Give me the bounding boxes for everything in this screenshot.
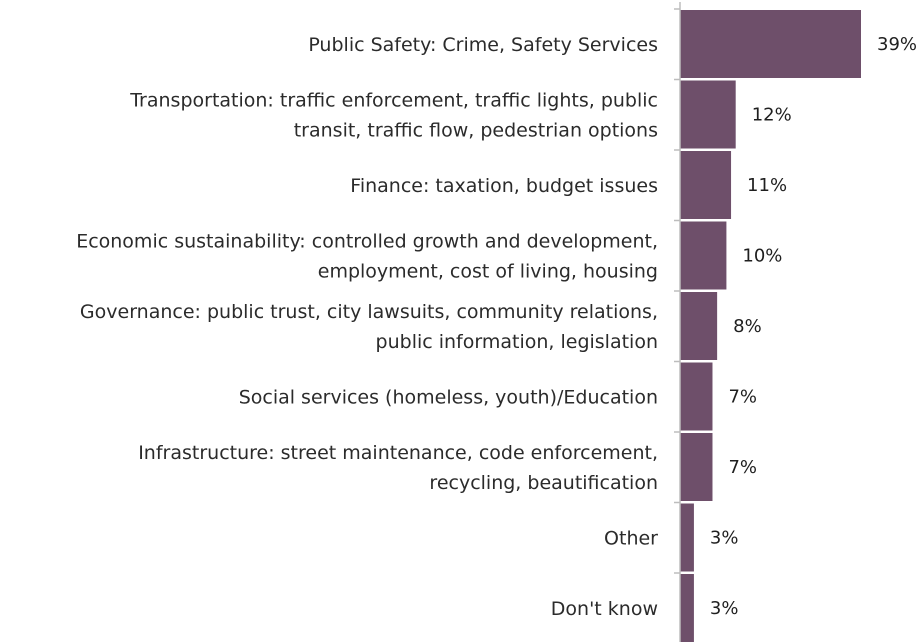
value-labels: 39% 12% 11% 10% 8% 7% 7% 3% 3% <box>710 34 917 619</box>
category-label-2: Finance: taxation, budget issues <box>350 175 658 197</box>
bar-3 <box>680 221 727 290</box>
value-label-6: 7% <box>728 457 757 478</box>
value-label-8: 3% <box>710 598 739 619</box>
bar-4 <box>680 292 718 360</box>
bar-1 <box>680 80 736 149</box>
category-label-0: Public Safety: Crime, Safety Services <box>308 34 658 56</box>
bar-8 <box>680 574 694 642</box>
value-label-7: 3% <box>710 528 739 549</box>
bar-6 <box>680 433 713 501</box>
category-label-3: Economic sustainability: controlled grow… <box>76 231 658 283</box>
category-label-8: Don't know <box>551 598 658 620</box>
category-label-7: Other <box>604 528 658 550</box>
value-label-1: 12% <box>752 105 792 126</box>
bar-7 <box>680 503 694 572</box>
category-label-6: Infrastructure: street maintenance, code… <box>138 442 658 494</box>
value-label-2: 11% <box>747 175 787 196</box>
value-label-3: 10% <box>742 246 782 267</box>
value-label-5: 7% <box>728 387 757 408</box>
value-label-0: 39% <box>877 34 917 55</box>
category-labels: Public Safety: Crime, Safety Services Tra… <box>76 34 658 620</box>
bar-5 <box>680 362 713 431</box>
bar-0 <box>680 10 861 78</box>
category-label-5: Social services (homeless, youth)/Educat… <box>239 387 658 409</box>
value-label-4: 8% <box>733 316 762 337</box>
bar-2 <box>680 151 732 219</box>
category-label-4: Governance: public trust, city lawsuits,… <box>80 301 658 353</box>
category-label-1: Transportation: traffic enforcement, tra… <box>129 90 658 142</box>
bars <box>680 10 861 642</box>
